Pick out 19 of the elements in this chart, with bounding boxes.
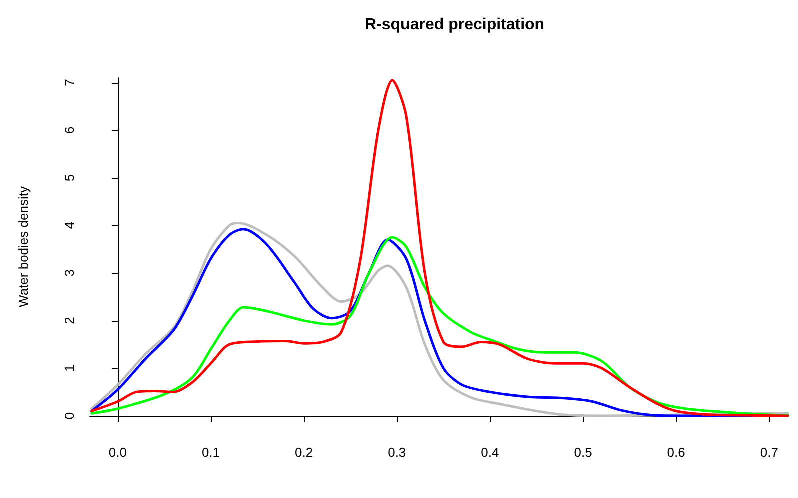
line-series: [90, 79, 790, 418]
x-tick-label: 0.6: [667, 445, 686, 460]
y-tick-label: 0: [62, 412, 77, 420]
y-tick-label: 5: [62, 174, 77, 182]
x-tick-label: 0.4: [481, 445, 500, 460]
x-tick-label: 0.3: [388, 445, 406, 460]
chart-title: R-squared precipitation: [365, 16, 545, 34]
y-tick-label: 7: [62, 79, 77, 86]
x-tick-label: 0.7: [760, 445, 778, 460]
y-tick-label: 6: [62, 126, 77, 134]
y-tick-label: 4: [62, 222, 77, 230]
y-tick-label: 1: [62, 364, 77, 372]
x-tick-label: 0.0: [108, 445, 127, 460]
y-tick-label: 3: [62, 270, 77, 277]
x-tick-label: 0.1: [202, 445, 220, 460]
x-tick-label: 0.5: [574, 445, 592, 460]
y-tick-label: 2: [62, 317, 77, 324]
y-axis-title: Water bodies density: [16, 186, 31, 308]
x-tick-label: 0.2: [295, 445, 314, 460]
